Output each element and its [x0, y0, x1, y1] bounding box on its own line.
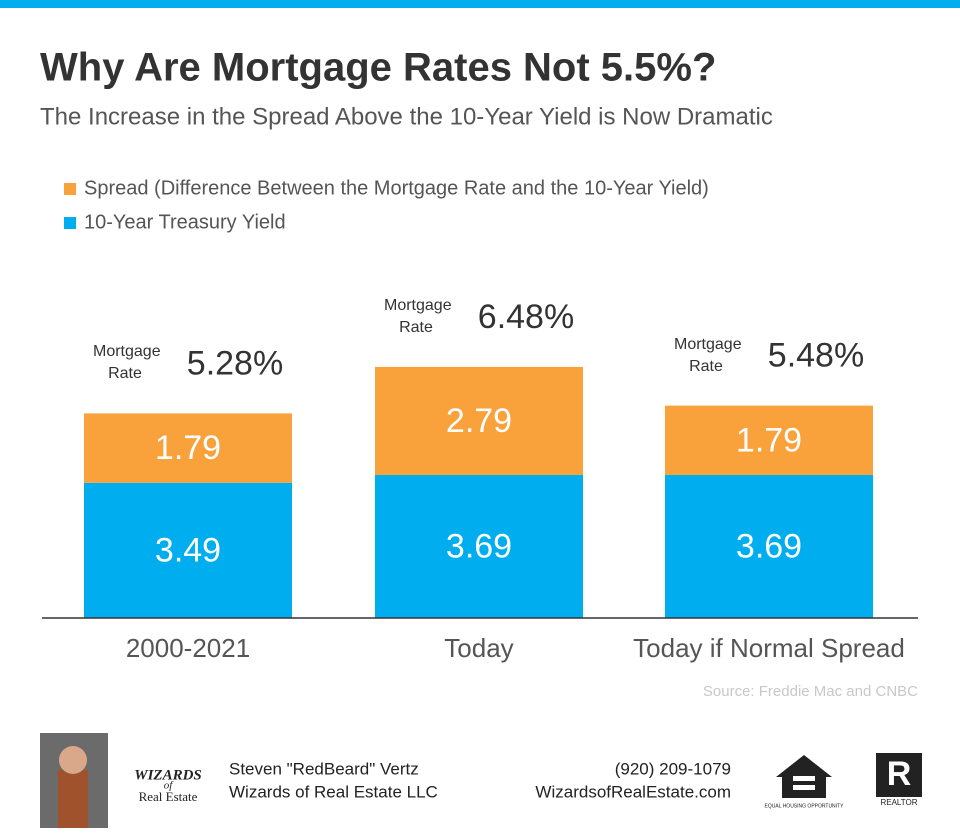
- bar-segment: [665, 475, 873, 618]
- phone: (920) 209-1079: [615, 759, 731, 778]
- total-caption: Mortgage Rate: [674, 335, 742, 375]
- website: WizardsofRealEstate.com: [535, 782, 731, 801]
- realtor-text: REALTOR: [880, 798, 917, 807]
- total-caption: Mortgage Rate: [674, 335, 742, 375]
- value-label: 3.69: [446, 527, 512, 565]
- value-label: 3.69: [736, 527, 802, 565]
- legend-swatch: [64, 217, 76, 229]
- realtor-icon: R: [887, 755, 912, 793]
- bar-segment: [375, 366, 583, 476]
- photo-figure: [58, 770, 88, 828]
- legend-swatch: [64, 183, 76, 195]
- agent-name: Steven "RedBeard" Vertz: [229, 759, 419, 778]
- bar-segment: [84, 482, 292, 618]
- equal-housing-icon: [793, 785, 815, 790]
- realtor-icon: [876, 753, 922, 797]
- total-label: 5.28%: [187, 344, 283, 382]
- bar-segment: [84, 413, 292, 483]
- x-tick-label: Today: [444, 633, 513, 663]
- source: Source: Freddie Mac and CNBC: [703, 683, 918, 700]
- value-label: 3.49: [155, 531, 221, 569]
- total-caption: Mortgage Rate: [93, 343, 161, 383]
- logo-text: Real Estate: [139, 789, 198, 804]
- top-bar: [0, 0, 960, 8]
- company: Wizards of Real Estate LLC: [229, 782, 438, 801]
- total-caption: Mortgage Rate: [384, 296, 452, 336]
- logo-text: WIZARDS: [134, 767, 202, 783]
- value-label: 1.79: [736, 421, 802, 459]
- x-tick-label: 2000-2021: [126, 633, 250, 663]
- total-caption: Mortgage Rate: [384, 296, 452, 336]
- bar-segment: [375, 475, 583, 618]
- legend-label: 10-Year Treasury Yield: [84, 211, 286, 233]
- logo-text: of: [164, 780, 175, 792]
- total-label: 5.48%: [768, 337, 864, 375]
- total-label: 6.48%: [478, 298, 574, 336]
- photo-head: [59, 746, 87, 774]
- x-tick-label: Today if Normal Spread: [633, 633, 905, 663]
- legend-label: Spread (Difference Between the Mortgage …: [84, 177, 709, 199]
- bar-segment: [665, 405, 873, 476]
- chart-subtitle: The Increase in the Spread Above the 10-…: [40, 103, 773, 130]
- chart-title: Why Are Mortgage Rates Not 5.5%?: [40, 46, 716, 90]
- equal-housing-text: EQUAL HOUSING OPPORTUNITY: [765, 803, 845, 809]
- equal-housing-icon: [793, 776, 815, 781]
- total-caption: Mortgage Rate: [93, 343, 161, 383]
- value-label: 2.79: [446, 402, 512, 440]
- footer: WIZARDS of Real Estate Steven "RedBeard"…: [40, 733, 922, 828]
- value-label: 1.79: [155, 429, 221, 467]
